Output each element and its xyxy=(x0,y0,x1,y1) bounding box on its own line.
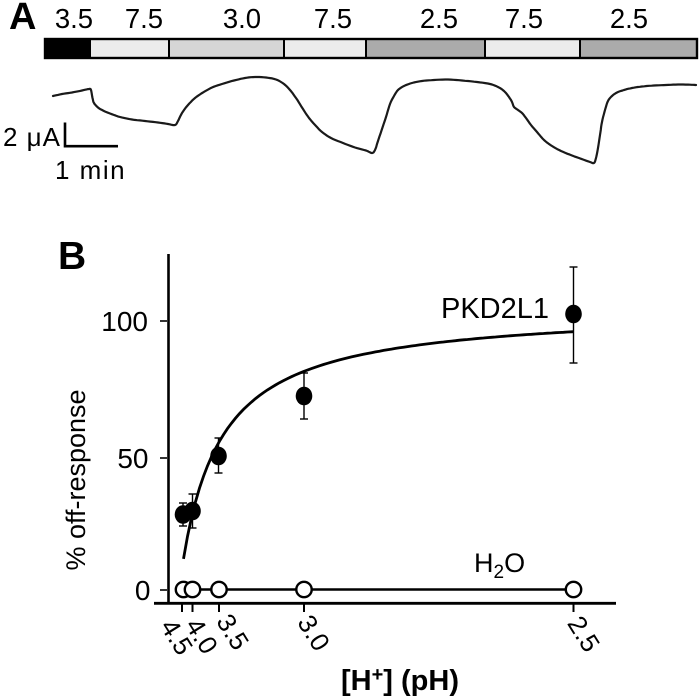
svg-text:7.5: 7.5 xyxy=(505,3,543,34)
svg-text:3.5: 3.5 xyxy=(211,609,256,656)
svg-text:7.5: 7.5 xyxy=(125,3,163,34)
svg-text:50: 50 xyxy=(117,443,148,474)
svg-text:7.5: 7.5 xyxy=(314,3,352,34)
svg-text:PKD2L1: PKD2L1 xyxy=(441,293,549,325)
svg-text:2.5: 2.5 xyxy=(610,3,648,34)
svg-text:A: A xyxy=(9,0,36,38)
svg-text:% off-response: % off-response xyxy=(61,389,91,570)
svg-text:1 min: 1 min xyxy=(55,155,126,185)
svg-text:[H+] (pH): [H+] (pH) xyxy=(341,664,459,697)
svg-text:2 μA: 2 μA xyxy=(3,122,61,152)
svg-text:2.5: 2.5 xyxy=(420,3,458,34)
svg-text:3.5: 3.5 xyxy=(55,3,93,34)
svg-text:100: 100 xyxy=(101,306,148,337)
svg-text:2.5: 2.5 xyxy=(562,611,607,658)
svg-text:H2O: H2O xyxy=(474,548,525,583)
svg-text:3.0: 3.0 xyxy=(292,610,337,657)
svg-text:B: B xyxy=(58,235,86,278)
svg-text:3.0: 3.0 xyxy=(223,3,261,34)
svg-text:0: 0 xyxy=(135,575,151,606)
